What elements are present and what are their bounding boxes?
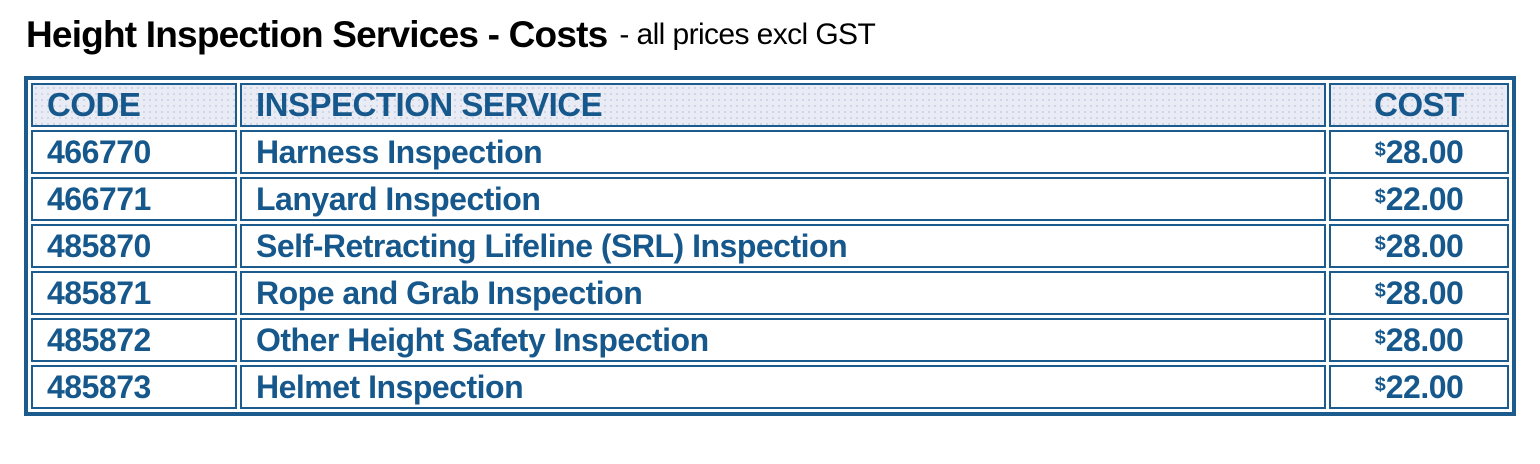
service-code: 485872	[31, 318, 237, 362]
service-cost: $22.00	[1329, 365, 1509, 409]
currency-symbol: $	[1374, 231, 1386, 254]
service-code: 485871	[31, 271, 237, 315]
service-cost: $28.00	[1329, 271, 1509, 315]
currency-symbol: $	[1374, 325, 1386, 348]
service-code: 466770	[31, 130, 237, 174]
service-cost: $28.00	[1329, 130, 1509, 174]
table-row: 485871 Rope and Grab Inspection $28.00	[31, 271, 1509, 315]
service-name: Other Height Safety Inspection	[240, 318, 1326, 362]
column-header-cost: COST	[1329, 83, 1509, 127]
currency-symbol: $	[1374, 372, 1386, 395]
table-row: 466770 Harness Inspection $28.00	[31, 130, 1509, 174]
price-value: 28.00	[1385, 274, 1464, 311]
service-name: Lanyard Inspection	[240, 177, 1326, 221]
service-code: 485873	[31, 365, 237, 409]
table-header-row: CODE INSPECTION SERVICE COST	[31, 83, 1509, 127]
service-cost: $28.00	[1329, 224, 1509, 268]
price-value: 28.00	[1385, 227, 1464, 264]
price-value: 22.00	[1385, 368, 1464, 405]
service-cost: $28.00	[1329, 318, 1509, 362]
service-name: Harness Inspection	[240, 130, 1326, 174]
price-value: 28.00	[1385, 321, 1464, 358]
currency-symbol: $	[1374, 137, 1386, 160]
service-code: 466771	[31, 177, 237, 221]
service-name: Self-Retracting Lifeline (SRL) Inspectio…	[240, 224, 1326, 268]
column-header-code: CODE	[31, 83, 237, 127]
page-title-suffix: - all prices excl GST	[619, 18, 876, 51]
page-title-main: Height Inspection Services - Costs	[26, 14, 608, 55]
currency-symbol: $	[1374, 184, 1386, 207]
inspection-costs-table: CODE INSPECTION SERVICE COST 466770 Harn…	[24, 76, 1516, 416]
price-value: 22.00	[1385, 180, 1464, 217]
table-row: 485872 Other Height Safety Inspection $2…	[31, 318, 1509, 362]
service-code: 485870	[31, 224, 237, 268]
table-row: 485873 Helmet Inspection $22.00	[31, 365, 1509, 409]
table-row: 466771 Lanyard Inspection $22.00	[31, 177, 1509, 221]
service-name: Helmet Inspection	[240, 365, 1326, 409]
column-header-inspection-service: INSPECTION SERVICE	[240, 83, 1326, 127]
service-cost: $22.00	[1329, 177, 1509, 221]
table-row: 485870 Self-Retracting Lifeline (SRL) In…	[31, 224, 1509, 268]
currency-symbol: $	[1374, 278, 1386, 301]
price-value: 28.00	[1385, 133, 1464, 170]
page-title: Height Inspection Services - Costs - all…	[26, 6, 1516, 64]
service-name: Rope and Grab Inspection	[240, 271, 1326, 315]
